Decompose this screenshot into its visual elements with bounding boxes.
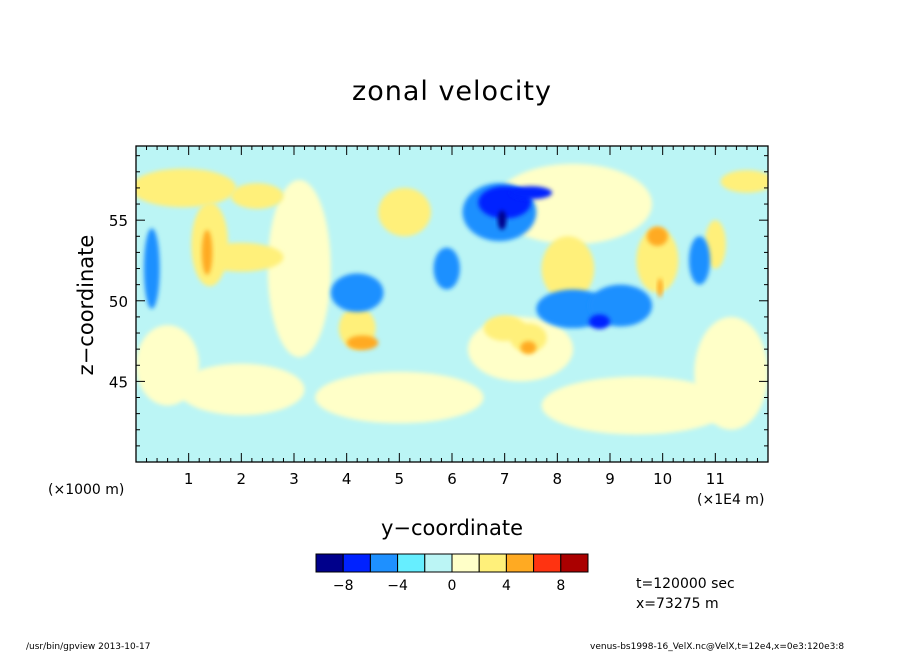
colorbar-tick-label: −8: [333, 578, 354, 594]
contour-region: [509, 186, 553, 200]
contour-region: [704, 220, 726, 269]
colorbar-swatch: [560, 553, 589, 573]
contour-regions: [136, 163, 768, 435]
contour-region: [199, 242, 284, 272]
colorbar-tick-label: 0: [448, 578, 457, 594]
chart-title: zonal velocity: [352, 76, 552, 107]
y-tick-label: 50: [109, 293, 128, 311]
colorbar-tick-label: 4: [502, 578, 511, 594]
y-tick-label: 55: [109, 212, 128, 230]
contour-region: [509, 323, 547, 353]
contour-region: [315, 371, 484, 424]
colorbar-swatch: [505, 553, 535, 573]
contour-region: [720, 170, 768, 193]
contour-region: [494, 163, 653, 245]
contour-region: [541, 376, 732, 435]
colorbar-swatch: [478, 553, 507, 573]
contour-region: [178, 363, 305, 416]
x-tick-label: 10: [653, 470, 672, 488]
x-tick-label: 3: [289, 470, 299, 488]
colorbar-swatch: [533, 553, 562, 573]
x-tick-label: 5: [395, 470, 405, 488]
contour-region: [636, 228, 679, 293]
colorbar-swatch: [369, 553, 399, 573]
x-position-label: x=73275 m: [636, 596, 719, 612]
x-axis-unit-left: (×1000 m): [48, 482, 125, 498]
y-axis-label: z−coordinate: [74, 234, 98, 376]
contour-region: [689, 236, 711, 285]
contour-region: [136, 324, 200, 406]
contour-region: [520, 341, 537, 354]
contour-region: [136, 168, 237, 208]
footer-right-text: venus-bs1998-16_VelX.nc@VelX,t=12e4,x=0e…: [590, 642, 845, 652]
colorbar: −8 −4 0 4 8: [315, 553, 589, 594]
contour-region: [646, 226, 668, 246]
contour-region: [541, 236, 595, 301]
x-tick-label: 4: [342, 470, 352, 488]
time-label: t=120000 sec: [636, 576, 735, 592]
contour-region: [330, 273, 384, 313]
colorbar-tick-label: 8: [556, 578, 565, 594]
contour-region: [230, 183, 284, 209]
footer-left-text: /usr/bin/gpview 2013-10-17: [26, 642, 151, 652]
x-tick-label: 2: [237, 470, 247, 488]
x-tick-label: 9: [605, 470, 615, 488]
colorbar-swatch: [424, 553, 453, 573]
contour-region: [378, 187, 431, 237]
x-tick-label: 11: [706, 470, 725, 488]
colorbar-swatch: [315, 553, 344, 573]
contour-region: [657, 278, 663, 298]
contour-region: [433, 247, 460, 290]
x-tick-label: 8: [553, 470, 563, 488]
colorbar-swatch: [397, 553, 426, 573]
x-tick-label: 1: [184, 470, 194, 488]
contour-region: [588, 314, 610, 329]
contour-region: [143, 228, 160, 309]
contour-region: [346, 335, 379, 350]
colorbar-swatch: [342, 553, 371, 573]
x-axis-label: y−coordinate: [380, 516, 524, 540]
contour-region: [267, 179, 331, 358]
colorbar-tick-label: −4: [387, 578, 408, 594]
x-tick-label: 6: [447, 470, 457, 488]
x-axis-unit-right: (×1E4 m): [697, 492, 765, 508]
colorbar-swatch: [451, 553, 480, 573]
contour-region: [201, 229, 213, 275]
contour-region: [497, 210, 507, 230]
contour-region: [694, 316, 768, 430]
y-tick-label: 45: [109, 373, 128, 391]
x-tick-label: 7: [500, 470, 510, 488]
